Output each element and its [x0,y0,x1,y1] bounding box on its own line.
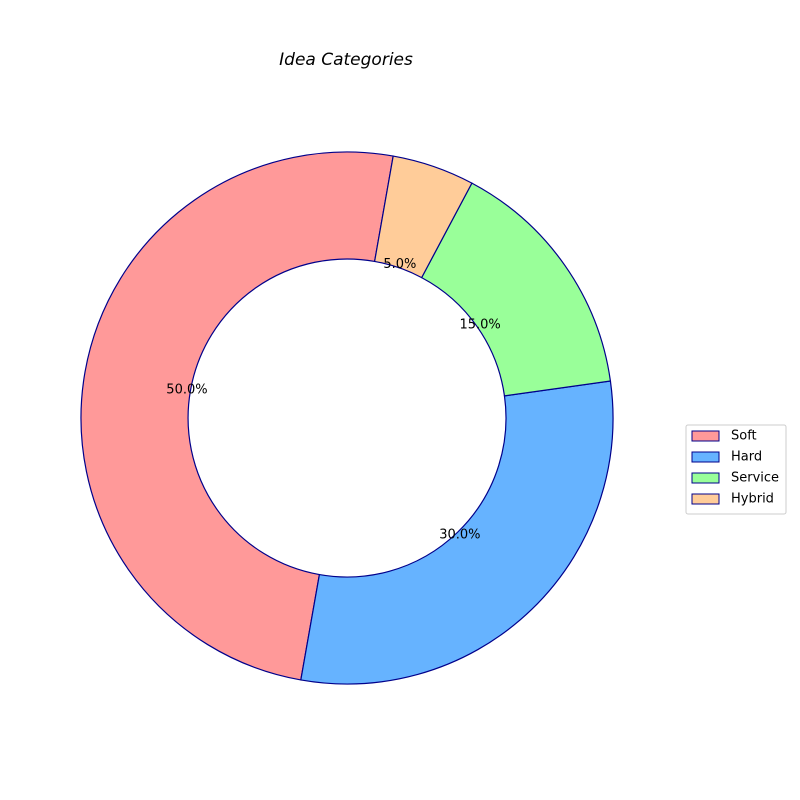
legend-label-soft: Soft [731,429,757,444]
legend-swatch-hybrid [691,493,720,505]
percent-label-hard: 30.0% [439,527,480,542]
percent-label-service: 15.0% [459,317,500,332]
legend-frame [685,424,787,515]
donut-slices [80,151,614,685]
chart-title: Idea Categories [279,50,413,70]
percent-label-hybrid: 5.0% [383,257,416,272]
legend-swatch-service [691,472,720,484]
legend-swatch-soft [691,430,720,442]
legend-swatch-hard [691,451,720,463]
percent-label-soft: 50.0% [166,382,207,397]
legend-label-hybrid: Hybrid [731,492,774,507]
legend-label-hard: Hard [731,450,762,465]
slice-soft [80,151,394,681]
legend: Soft Hard Service Hybrid [685,424,787,515]
percent-labels: 50.0% 30.0% 15.0% 5.0% [166,257,500,543]
slice-hybrid [373,155,473,279]
legend-label-service: Service [731,471,779,486]
slice-hard [300,380,614,685]
